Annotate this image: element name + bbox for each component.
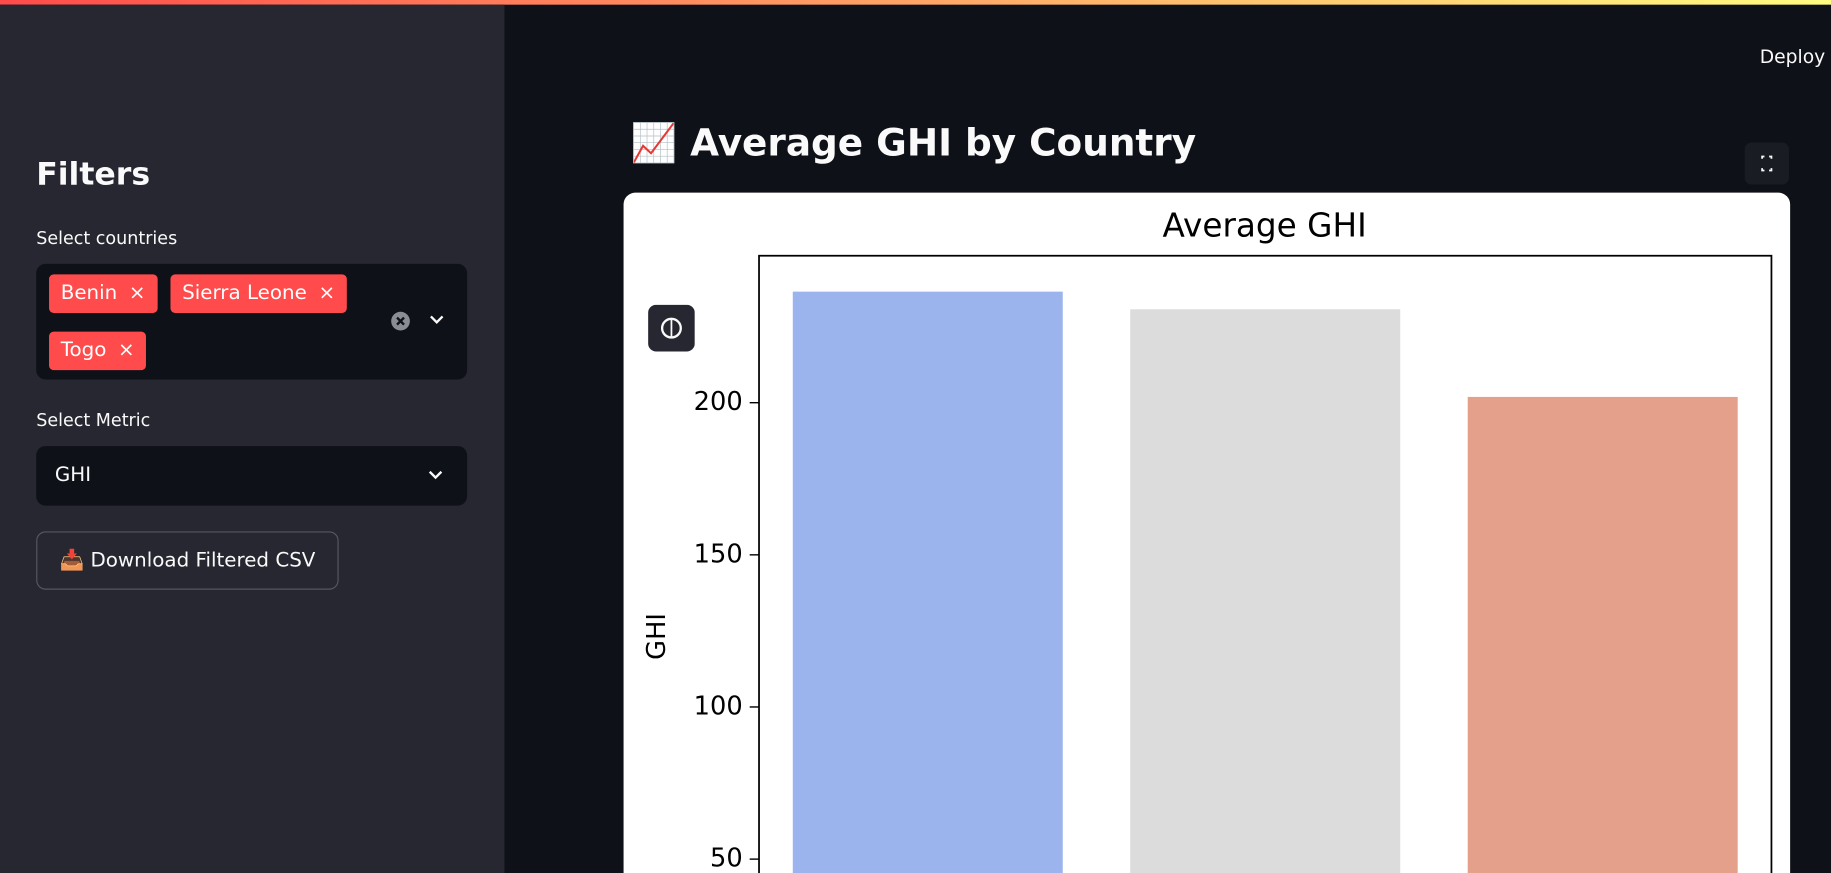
- y-tick-label: 150: [694, 539, 743, 569]
- chart: Average GHI GHI 50 100 150 200: [642, 207, 1773, 873]
- bar: [1130, 309, 1401, 873]
- country-tag[interactable]: Togo ×: [49, 331, 147, 371]
- bar: [1467, 396, 1738, 873]
- fullscreen-button[interactable]: [1744, 142, 1789, 185]
- chart-title: Average GHI: [1163, 207, 1367, 245]
- deploy-button[interactable]: Deploy: [1759, 45, 1826, 68]
- bar: [792, 291, 1063, 873]
- top-decoration: [0, 0, 1831, 5]
- chart-card: Average GHI GHI 50 100 150 200: [623, 192, 1791, 873]
- countries-label: Select countries: [36, 227, 178, 249]
- sidebar: [0, 4, 505, 873]
- tag-text: Benin: [60, 281, 118, 305]
- metric-select[interactable]: GHI: [36, 446, 468, 506]
- y-tick-label: 100: [694, 691, 743, 721]
- axes-frame: [758, 254, 1773, 873]
- tag-text: Sierra Leone: [182, 281, 307, 305]
- ai-button[interactable]: [648, 304, 695, 352]
- y-tick-label: 50: [710, 844, 743, 873]
- download-button[interactable]: 📥 Download Filtered CSV: [36, 531, 339, 590]
- chevron: [428, 470, 443, 480]
- tag-text: Togo: [60, 338, 107, 362]
- y-tick-label: 200: [694, 387, 743, 417]
- y-axis-label: GHI: [642, 613, 672, 660]
- country-tag[interactable]: Benin ×: [49, 274, 158, 313]
- country-tag[interactable]: Sierra Leone ×: [170, 274, 347, 313]
- multiselect-controls[interactable]: [387, 308, 457, 336]
- page-title: 📈 Average GHI by Country: [630, 120, 1197, 165]
- metric-label: Select Metric: [36, 409, 151, 431]
- sidebar-title: Filters: [36, 156, 151, 193]
- metric-value: GHI: [54, 463, 92, 487]
- countries-multiselect[interactable]: Benin × Sierra Leone × Togo ×: [36, 263, 468, 380]
